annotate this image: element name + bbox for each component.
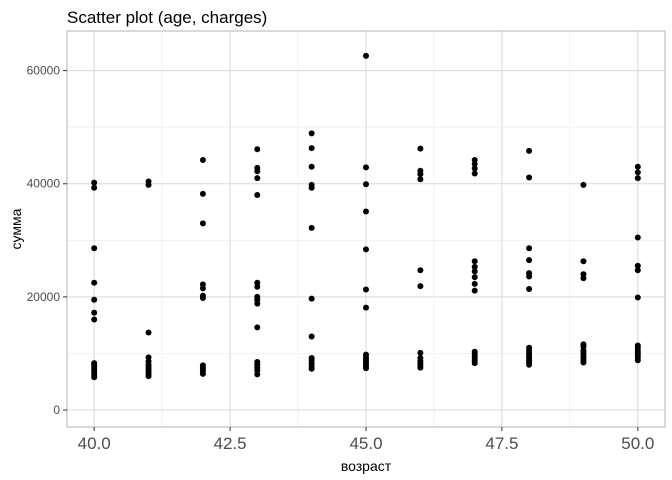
data-point (363, 246, 369, 253)
data-point (199, 220, 206, 227)
data-point (471, 280, 478, 287)
data-point (199, 281, 206, 288)
data-point (471, 170, 478, 177)
data-point (91, 179, 98, 186)
data-point (634, 267, 641, 274)
data-point (634, 175, 641, 182)
data-point (145, 329, 152, 336)
data-point (580, 341, 587, 348)
data-point (634, 262, 641, 269)
data-point (580, 271, 587, 278)
data-point (634, 234, 641, 241)
data-point (363, 164, 369, 171)
data-point (526, 257, 533, 264)
chart-title: Scatter plot (age, charges) (67, 8, 267, 27)
x-tick-label: 40.0 (78, 434, 111, 453)
data-point (145, 354, 152, 361)
data-point (471, 165, 478, 172)
data-points (91, 52, 641, 381)
data-point (91, 316, 98, 323)
data-point (471, 287, 478, 294)
data-point (417, 167, 424, 174)
data-point (471, 348, 478, 355)
data-point (471, 268, 478, 275)
data-point (417, 145, 424, 152)
data-point (91, 309, 98, 316)
x-axis-label: возраст (341, 458, 392, 474)
data-point (526, 270, 533, 277)
data-point (91, 296, 98, 303)
data-point (308, 181, 315, 188)
data-point (363, 351, 369, 358)
data-point (308, 145, 315, 152)
data-point (308, 224, 315, 231)
data-point (363, 208, 369, 215)
data-point (471, 156, 478, 163)
data-point (254, 279, 261, 286)
x-tick-label: 42.5 (214, 434, 247, 453)
data-point (417, 354, 424, 361)
y-tick-label: 40000 (27, 177, 61, 191)
data-point (471, 274, 478, 281)
y-tick-label: 60000 (27, 64, 61, 78)
data-point (417, 349, 424, 356)
data-point (526, 147, 533, 154)
data-point (308, 295, 315, 302)
data-point (526, 174, 533, 181)
data-point (91, 279, 98, 286)
x-tick-label: 45.0 (349, 434, 382, 453)
x-tick-label: 50.0 (621, 434, 654, 453)
data-point (634, 342, 641, 349)
data-point (363, 304, 369, 311)
data-point (254, 146, 261, 153)
data-point (417, 267, 424, 274)
data-point (471, 263, 478, 270)
data-point (199, 190, 206, 197)
data-point (91, 245, 98, 252)
y-tick-label: 20000 (27, 290, 61, 304)
data-point (580, 258, 587, 265)
data-point (363, 286, 369, 293)
data-point (254, 324, 261, 331)
data-point (526, 285, 533, 292)
data-point (308, 333, 315, 340)
data-point (254, 293, 261, 300)
data-point (308, 130, 315, 137)
data-point (634, 294, 641, 301)
axis-ticks: 40.0 42.5 45.0 47.5 50.0 0 20000 40000 60000 (27, 64, 655, 453)
data-point (145, 178, 152, 185)
data-point (634, 163, 641, 170)
data-point (254, 175, 261, 182)
data-point (308, 163, 315, 170)
data-point (308, 354, 315, 361)
data-point (254, 358, 261, 365)
data-point (417, 283, 424, 290)
y-tick-label: 0 (53, 403, 60, 417)
data-point (91, 360, 98, 367)
data-point (199, 362, 206, 369)
data-point (254, 164, 261, 171)
data-point (199, 292, 206, 299)
data-point (471, 258, 478, 265)
data-point (363, 181, 369, 188)
data-point (526, 344, 533, 351)
data-point (417, 176, 424, 183)
data-point (91, 184, 98, 191)
data-point (199, 156, 206, 163)
x-tick-label: 47.5 (485, 434, 518, 453)
data-point (254, 192, 261, 199)
data-point (363, 52, 369, 59)
data-point (526, 245, 533, 252)
data-point (634, 169, 641, 176)
data-point (580, 181, 587, 188)
y-axis-label: сумма (8, 208, 24, 249)
